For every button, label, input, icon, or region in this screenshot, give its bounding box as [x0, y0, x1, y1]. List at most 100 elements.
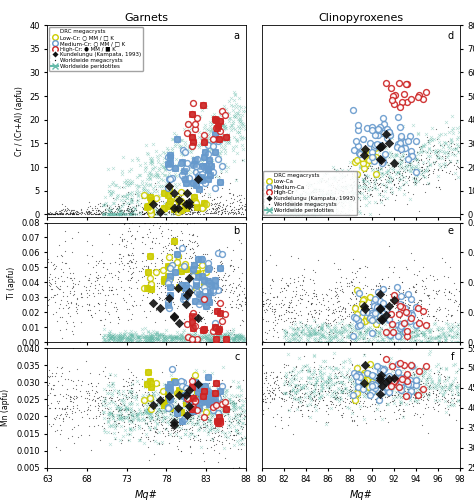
Point [323, 381, 330, 389]
Point [259, 284, 266, 292]
Point [307, 310, 315, 318]
Point [105, 310, 112, 318]
Point [434, 165, 442, 173]
Point [125, 200, 133, 208]
Point [371, 329, 378, 338]
Point [327, 364, 335, 372]
Point [362, 419, 369, 427]
Point [185, 332, 192, 341]
Point [307, 300, 314, 308]
Point [165, 392, 173, 400]
Point [236, 331, 243, 339]
Point [346, 158, 354, 166]
Point [148, 160, 156, 168]
Point [266, 299, 273, 307]
Point [186, 408, 193, 416]
Point [61, 210, 69, 218]
Point [424, 310, 432, 318]
Point [150, 172, 158, 180]
Point [134, 198, 141, 206]
Point [66, 210, 73, 218]
Point [334, 265, 341, 273]
Point [188, 203, 196, 211]
Point [352, 377, 360, 385]
Point [143, 332, 151, 341]
Point [232, 176, 240, 184]
Point [128, 209, 135, 217]
Point [132, 263, 139, 271]
Point [419, 158, 427, 166]
Point [379, 316, 386, 324]
Point [180, 292, 188, 300]
Point [241, 434, 248, 442]
Point [129, 207, 137, 215]
Point [144, 149, 151, 157]
Point [77, 289, 85, 297]
Point [182, 260, 189, 268]
Point [453, 140, 460, 148]
Point [323, 380, 331, 388]
Point [46, 210, 53, 218]
Point [67, 298, 74, 306]
Point [290, 333, 298, 342]
Point [405, 172, 413, 180]
Point [152, 179, 159, 187]
Point [349, 166, 357, 175]
Point [190, 394, 198, 402]
Point [397, 331, 405, 340]
Point [429, 389, 437, 397]
Point [181, 254, 189, 262]
Point [213, 124, 220, 132]
Point [332, 284, 339, 292]
Point [292, 383, 299, 391]
Point [108, 430, 115, 438]
Point [279, 424, 286, 432]
Point [371, 180, 379, 188]
Point [223, 243, 231, 251]
Point [381, 330, 389, 339]
Point [135, 416, 142, 424]
Point [205, 384, 212, 392]
Point [397, 388, 405, 396]
Point [208, 281, 215, 289]
Point [424, 307, 432, 315]
Point [218, 210, 225, 218]
Point [293, 386, 301, 394]
Point [216, 245, 223, 254]
Point [190, 288, 198, 296]
Point [128, 177, 136, 185]
Point [201, 128, 208, 136]
Point [363, 366, 370, 374]
Point [148, 404, 156, 412]
Point [229, 337, 237, 345]
Point [175, 410, 183, 418]
Point [447, 263, 454, 271]
Point [216, 264, 224, 272]
Point [205, 298, 213, 306]
Point [447, 158, 454, 166]
Point [224, 336, 232, 344]
Point [361, 307, 369, 315]
Point [410, 151, 417, 159]
Point [210, 291, 217, 299]
Point [199, 269, 206, 277]
Point [105, 329, 113, 337]
Point [218, 208, 225, 216]
Point [302, 193, 310, 201]
Point [162, 432, 169, 440]
Point [182, 425, 189, 433]
Point [101, 299, 109, 307]
Point [399, 173, 406, 181]
Point [188, 426, 196, 434]
Point [129, 376, 137, 384]
Point [167, 403, 174, 411]
Point [367, 395, 375, 403]
Point [388, 327, 396, 336]
Point [235, 117, 243, 125]
Point [307, 195, 315, 203]
Point [181, 425, 188, 433]
Point [289, 331, 297, 339]
Point [118, 404, 126, 412]
Point [139, 265, 146, 273]
Point [355, 149, 363, 157]
